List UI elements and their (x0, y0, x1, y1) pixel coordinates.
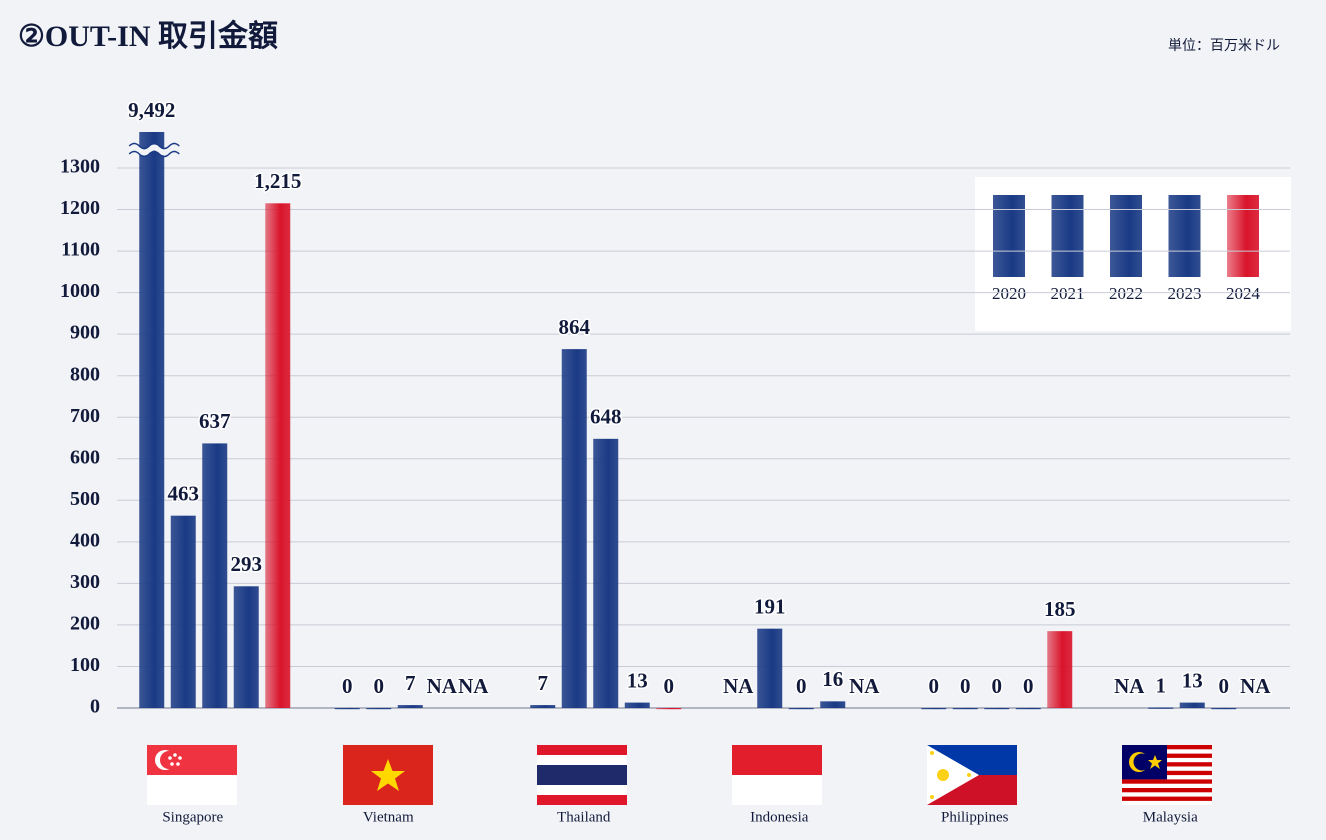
y-tick-label: 1100 (61, 239, 100, 261)
y-tick-label: 100 (70, 654, 100, 676)
bar (397, 705, 423, 708)
axis-break (127, 144, 182, 156)
value-label: 0 (992, 674, 1003, 698)
bar (921, 708, 947, 710)
bar (952, 708, 978, 710)
value-label: NA (427, 674, 458, 698)
y-tick-label: 700 (70, 405, 100, 427)
value-label: 1 (1156, 673, 1167, 697)
value-label: NA (458, 674, 489, 698)
axis-break-line (128, 142, 180, 150)
bar (624, 702, 650, 708)
y-tick-label: 1000 (60, 280, 100, 302)
y-tick-label: 500 (70, 488, 100, 510)
value-label: 16 (822, 667, 843, 691)
legend-label: 2022 (1109, 284, 1143, 303)
chart-title: ②OUT-IN 取引金額 (18, 19, 278, 53)
value-label: 864 (559, 315, 591, 339)
legend-swatch (1227, 195, 1259, 277)
bar (1015, 708, 1041, 710)
legend: 2020 2021 2022 2023 2024 (975, 177, 1291, 331)
legend-swatch (993, 195, 1025, 277)
value-label: 0 (960, 674, 971, 698)
flag-philippines (927, 745, 1017, 805)
legend-label: 2024 (1226, 284, 1261, 303)
value-label: 0 (342, 674, 353, 698)
bar (170, 515, 196, 708)
flag-vietnam (343, 745, 433, 805)
legend-label: 2023 (1168, 284, 1202, 303)
y-tick-label: 900 (70, 322, 100, 344)
bar (265, 203, 291, 709)
value-label: NA (1240, 674, 1271, 698)
bar (1148, 707, 1174, 709)
value-label: 185 (1044, 597, 1076, 621)
bar (1047, 631, 1073, 708)
x-tick-label: Thailand (557, 809, 611, 825)
legend-swatch (1168, 195, 1201, 277)
x-tick-label: Indonesia (750, 809, 809, 825)
flag-indonesia (732, 745, 822, 805)
x-tick-label: Malaysia (1143, 809, 1198, 825)
x-tick-label: Singapore (162, 809, 223, 825)
flag-singapore (147, 745, 237, 805)
axis-break-line (128, 150, 180, 158)
value-label: 7 (405, 671, 416, 695)
y-tick-label: 300 (70, 571, 100, 593)
value-label: 1,215 (254, 169, 301, 193)
y-tick-label: 1200 (60, 197, 100, 219)
bar (530, 705, 556, 708)
y-tick-label: 800 (70, 363, 100, 385)
legend-label: 2020 (992, 284, 1026, 303)
bar (984, 708, 1010, 710)
y-tick-label: 600 (70, 446, 100, 468)
value-label: 293 (231, 552, 263, 576)
value-label: 13 (627, 668, 648, 692)
y-tick-label: 400 (70, 529, 100, 551)
bar (757, 628, 783, 708)
flag-malaysia (1122, 745, 1212, 805)
bar (1179, 702, 1205, 708)
value-label: 0 (1219, 674, 1230, 698)
value-label: 0 (664, 674, 675, 698)
value-label: 463 (168, 481, 200, 505)
flag-thailand (537, 745, 627, 805)
bar (820, 701, 846, 708)
legend-swatch (1110, 195, 1142, 277)
bar (561, 349, 587, 708)
value-label: NA (849, 674, 880, 698)
value-label: 648 (590, 405, 622, 429)
y-tick-label: 200 (70, 613, 100, 635)
bar (788, 708, 814, 710)
bar (1211, 708, 1237, 710)
unit-note: 単位：百万米ドル (1168, 38, 1280, 54)
value-label: 0 (929, 674, 940, 698)
bar (366, 708, 392, 710)
value-label: NA (723, 674, 754, 698)
value-label: 0 (374, 674, 385, 698)
value-label: 9,492 (128, 98, 175, 122)
legend-swatch (1051, 195, 1084, 277)
value-label: 7 (538, 671, 549, 695)
bar (656, 708, 682, 710)
value-label: 191 (754, 594, 786, 618)
legend-label: 2021 (1051, 284, 1085, 303)
x-tick-label: Philippines (941, 809, 1009, 825)
bar (139, 132, 165, 708)
bar (233, 586, 259, 708)
y-tick-label: 1300 (60, 156, 100, 178)
value-label: 637 (199, 409, 231, 433)
y-tick-label: 0 (90, 696, 100, 718)
x-tick-label: Vietnam (363, 809, 414, 825)
bar (593, 438, 619, 708)
value-label: 0 (1023, 674, 1034, 698)
bar (202, 443, 228, 708)
value-label: NA (1114, 674, 1145, 698)
value-label: 13 (1182, 668, 1203, 692)
value-label: 0 (796, 674, 807, 698)
bar (334, 708, 360, 710)
